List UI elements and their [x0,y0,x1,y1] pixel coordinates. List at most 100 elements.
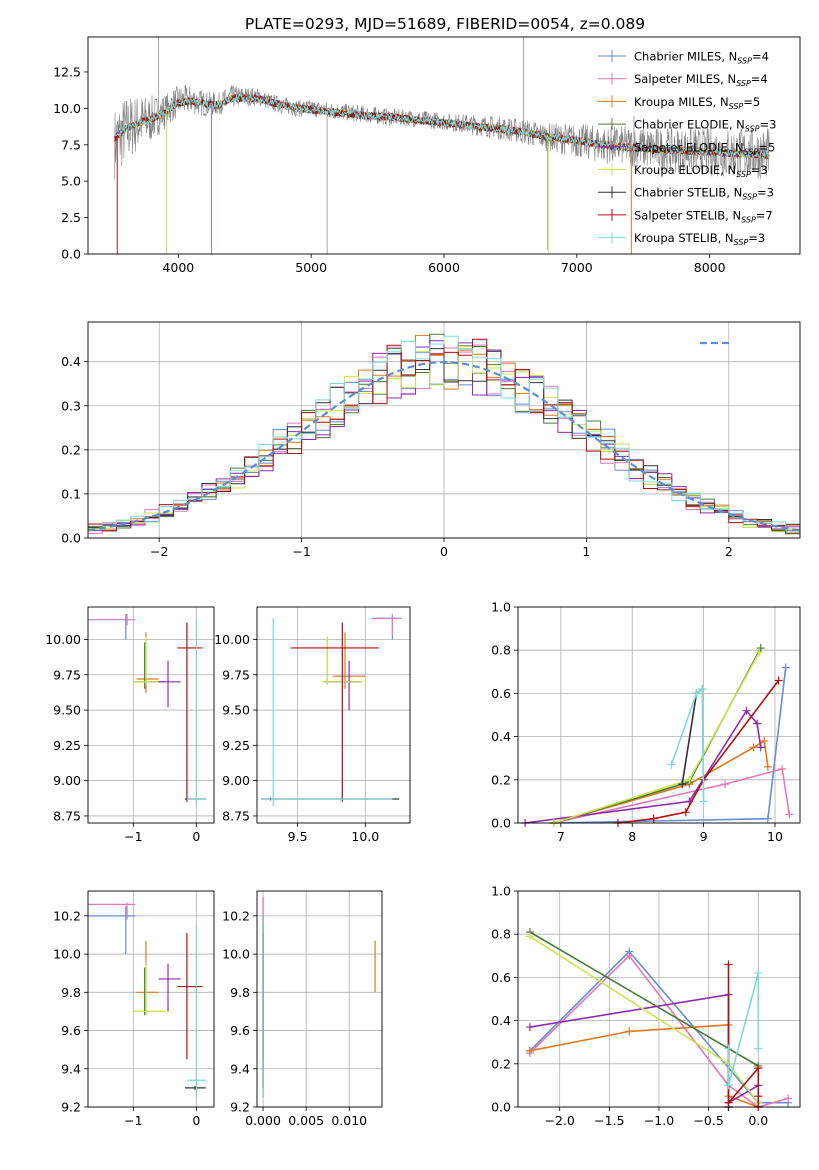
y-tick-label: 0.3 [61,398,81,413]
legend-model-name: Chabrier STELIB [634,186,726,200]
y-tick-label: 9.8 [61,985,81,1000]
y-tick-label: 0.4 [491,729,511,744]
legend-label: Kroupa ELODIE, NSSP=3 [634,163,768,179]
x-tick-label: −2.0 [545,1113,575,1128]
mass-weight-marker [625,951,634,960]
error-bar-point-4 [133,967,165,1016]
error-bar-point-7 [185,1085,206,1090]
age-vs-Z-panel: −1 0 8.75 9.00 9.25 9.50 9.75 10.00 [45,606,215,844]
legend-model-name: Salpeter MILES [634,72,720,86]
error-bar-point-6 [133,636,159,685]
y-tick-label: 0.6 [491,970,511,985]
x-tick-label: 8 [628,829,636,844]
mass-weight-marker [778,765,787,773]
legend-nssp-subscript: SSP [745,125,760,134]
legend-nssp-value: =5 [743,95,760,109]
x-tick-label: −1.0 [644,1113,674,1128]
mass-weight-marker [692,689,701,698]
legend-nssp-subscript: SSP [737,57,752,66]
y-tick-label: 5.0 [61,174,81,189]
mass-weight-series-4 [529,931,759,1067]
y-tick-label: 9.6 [230,1023,250,1038]
error-bar-point-2 [372,614,402,636]
legend-nssp-value: =3 [760,118,777,132]
mass-weight-marker [721,780,730,789]
y-tick-label: 0.2 [61,442,81,457]
y-tick-label: 8.75 [222,808,250,823]
legend-nssp-value: =3 [751,163,768,177]
mass-weight-marker [749,743,758,752]
mass-weight-marker [724,1081,733,1090]
legend-label: Chabrier ELODIE, NSSP=3 [634,118,776,134]
mass-weight-marker [754,1064,763,1073]
y-tick-label: 0.1 [61,486,81,501]
error-bar-point-8 [290,622,379,802]
mass-weight-marker [763,814,772,823]
error-bar-point-9 [186,618,206,807]
x-tick-label: 0.005 [288,1113,324,1128]
legend-nssp-subscript: SSP [729,102,744,111]
x-tick-label: 9.5 [288,829,308,844]
y-tick-label: 10.00 [214,632,250,647]
mass-weight-marker [698,685,707,694]
error-bar-point-6 [133,963,165,1016]
mass-weight-series-3 [529,1024,759,1108]
normal-reference-curve [87,360,801,532]
legend-nssp-prefix: , N [721,50,737,64]
legend-model-name: Chabrier ELODIE [634,118,729,132]
y-tick-label: 9.2 [230,1100,250,1115]
legend-nssp-prefix: , N [720,72,736,86]
legend-label: Salpeter STELIB, NSSP=7 [634,208,773,224]
mass-weight-marker [742,706,751,715]
y-tick-label: 2.5 [61,210,81,225]
x-tick-label: 9 [700,829,708,844]
axes-frame [87,890,215,1108]
legend-nssp-value: =7 [756,208,773,222]
age-vs-mass-panel: 9.5 10.0 8.75 9.00 9.25 9.50 9.75 10.00 [214,606,411,844]
x-tick-label: 2 [725,544,733,559]
legend-model-name: Kroupa STELIB [634,231,718,245]
massweight-vs-age-panel: 7 8 9 10 0.0 0.2 0.4 0.6 0.8 1.0 [491,600,801,844]
x-tick-label: 0.000 [245,1113,281,1128]
y-tick-label: 7.5 [61,137,81,152]
y-tick-label: 0.0 [61,247,81,262]
legend-label: Chabrier STELIB, NSSP=3 [634,186,774,202]
y-tick-label: 9.25 [222,738,250,753]
y-tick-label: 10.0 [53,101,81,116]
mass-weight-series-8 [727,964,760,1107]
y-tick-label: 8.75 [53,808,81,823]
legend-model-name: Kroupa ELODIE [634,163,720,177]
y-tick-label: 0.8 [491,927,511,942]
legend-nssp-value: =4 [751,72,768,86]
legend-nssp-subscript: SSP [741,215,756,224]
error-bar-point-2 [88,902,136,920]
y-tick-label: 0.4 [61,354,81,369]
mass-weight-marker [525,1023,534,1032]
mass-weight-marker [753,719,762,728]
y-tick-label: 0.4 [491,1013,511,1028]
x-tick-label: 0 [192,829,200,844]
legend-model-name: Kroupa MILES [634,95,713,109]
mass-weight-marker [755,648,764,657]
mass-weight-series-9 [670,687,705,802]
mass-vs-Z-panel: −1 0 9.2 9.4 9.6 9.8 10.0 10.2 [53,890,215,1128]
error-bar-point-9 [261,618,393,807]
x-tick-label: 4000 [162,260,194,275]
y-tick-label: 9.75 [53,667,81,682]
y-tick-label: 10.2 [53,908,81,923]
x-tick-label: 0.0 [748,1113,768,1128]
legend-nssp-subscript: SSP [736,170,751,179]
mass-weight-marker [685,775,694,784]
mass-weight-series-1 [553,667,787,824]
error-bar-point-8 [177,933,203,1060]
residual-histogram-9 [88,335,800,531]
y-tick-label: 1.0 [491,600,511,615]
y-tick-label: 12.5 [53,64,81,79]
mass-weight-marker [681,808,690,817]
legend-nssp-prefix: , N [718,231,734,245]
error-bar-point-5 [158,963,181,1012]
y-tick-label: 0.0 [491,1100,511,1115]
residuals-panel: −2 −1 0 1 2 0.0 0.1 0.2 0.3 0.4 [61,321,801,559]
legend-label: Salpeter MILES, NSSP=4 [634,72,768,88]
